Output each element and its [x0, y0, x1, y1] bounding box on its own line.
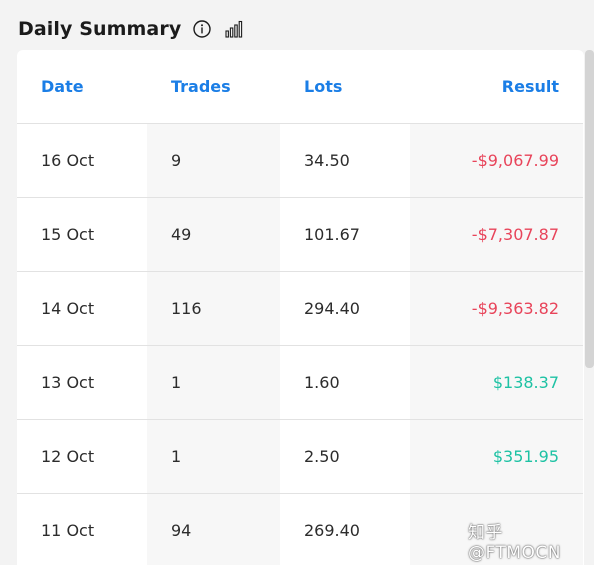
table-row[interactable]: 12 Oct 1 2.50 $351.95 — [17, 419, 583, 494]
cell-lots: 34.50 — [280, 123, 410, 198]
cell-trades: 1 — [147, 345, 280, 420]
cell-lots: 269.40 — [280, 493, 410, 565]
cell-result — [410, 493, 583, 565]
cell-date: 13 Oct — [17, 345, 147, 420]
bar-chart-icon[interactable] — [225, 20, 243, 38]
cell-lots: 101.67 — [280, 197, 410, 272]
cell-lots: 294.40 — [280, 271, 410, 346]
cell-lots: 1.60 — [280, 345, 410, 420]
section-title: Daily Summary — [18, 18, 182, 40]
cell-result: $351.95 — [410, 419, 583, 494]
column-header-lots[interactable]: Lots — [280, 50, 410, 124]
cell-lots: 2.50 — [280, 419, 410, 494]
cell-result: -$9,363.82 — [410, 271, 583, 346]
cell-trades: 9 — [147, 123, 280, 198]
cell-trades: 49 — [147, 197, 280, 272]
cell-date: 12 Oct — [17, 419, 147, 494]
cell-result: $138.37 — [410, 345, 583, 420]
table-header-row: Date Trades Lots Result — [17, 50, 583, 124]
cell-trades: 116 — [147, 271, 280, 346]
scrollbar-thumb[interactable] — [585, 50, 594, 368]
cell-date: 14 Oct — [17, 271, 147, 346]
column-header-result[interactable]: Result — [410, 50, 583, 124]
cell-trades: 1 — [147, 419, 280, 494]
table-row[interactable]: 14 Oct 116 294.40 -$9,363.82 — [17, 271, 583, 346]
cell-trades: 94 — [147, 493, 280, 565]
table-row[interactable]: 16 Oct 9 34.50 -$9,067.99 — [17, 123, 583, 198]
info-icon[interactable] — [193, 20, 212, 38]
cell-date: 16 Oct — [17, 123, 147, 198]
cell-date: 15 Oct — [17, 197, 147, 272]
daily-summary-table: Date Trades Lots Result 16 Oct 9 34.50 -$9,… — [17, 50, 583, 565]
daily-summary-card: Date Trades Lots Result 16 Oct 9 34.50 -$9,… — [17, 50, 584, 565]
section-header: Daily Summary — [18, 14, 243, 44]
cell-result: -$7,307.87 — [410, 197, 583, 272]
watermark-text: 知乎 @FTMOCN — [468, 523, 561, 563]
column-header-trades[interactable]: Trades — [147, 50, 280, 124]
cell-date: 11 Oct — [17, 493, 147, 565]
table-row[interactable]: 15 Oct 49 101.67 -$7,307.87 — [17, 197, 583, 272]
cell-result: -$9,067.99 — [410, 123, 583, 198]
table-row[interactable]: 13 Oct 1 1.60 $138.37 — [17, 345, 583, 420]
column-header-date[interactable]: Date — [17, 50, 147, 124]
table-row[interactable]: 11 Oct 94 269.40 — [17, 493, 583, 565]
